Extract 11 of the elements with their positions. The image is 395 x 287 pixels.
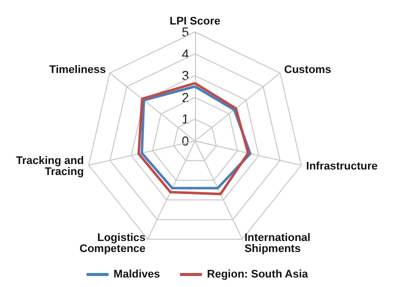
y-tick-label: 4 [182,46,189,62]
legend-label: Region: South Asia [207,268,309,280]
spoke-label: Customs [284,64,332,76]
spoke-label: LPI Score [170,16,220,28]
spoke-label: Infrastructure [306,160,378,172]
legend-label: Maldives [114,268,160,280]
spoke-label: Logistics Competence [80,232,146,256]
spoke-label: Timeliness [49,64,106,76]
y-tick-label: 3 [182,68,189,84]
spoke-label: International Shipments [244,232,310,256]
spoke-label: Tracking and Tracing [16,154,84,178]
